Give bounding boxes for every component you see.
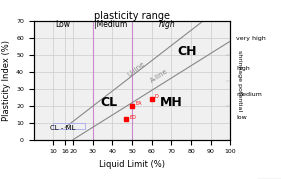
Text: low: low: [236, 115, 247, 120]
Y-axis label: shrinkage potential: shrinkage potential: [237, 50, 242, 111]
Text: Low: Low: [56, 20, 71, 29]
Text: CH: CH: [177, 45, 197, 58]
Text: very high: very high: [236, 36, 266, 41]
Text: CL: CL: [100, 96, 117, 109]
Text: D: D: [155, 94, 158, 99]
Text: high: high: [236, 66, 250, 71]
Y-axis label: Plasticity Index (%): Plasticity Index (%): [2, 40, 11, 121]
Text: MH: MH: [160, 96, 183, 109]
Text: medium: medium: [236, 91, 262, 96]
Text: CL - ML: CL - ML: [51, 125, 76, 131]
Text: |Medium: |Medium: [94, 20, 127, 29]
Text: ED: ED: [129, 115, 136, 120]
Title: plasticity range: plasticity range: [94, 11, 170, 21]
Text: high: high: [159, 20, 176, 29]
Text: U-line: U-line: [126, 60, 146, 77]
Text: EA: EA: [135, 101, 142, 106]
X-axis label: Liquid Limit (%): Liquid Limit (%): [99, 160, 165, 169]
Text: A-line: A-line: [150, 67, 169, 83]
